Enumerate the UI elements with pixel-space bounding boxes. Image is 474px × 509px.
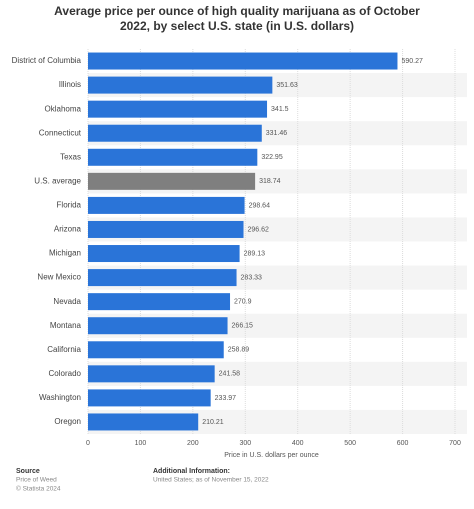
value-label: 266.15 [232,323,254,330]
source-heading: Source [16,468,40,475]
value-label: 341.5 [271,106,289,113]
x-tick-label: 100 [135,440,147,447]
y-tick-label: Arizona [54,225,82,234]
value-label: 298.64 [249,202,271,209]
y-tick-label: New Mexico [37,273,81,282]
bar [88,413,199,431]
chart-title: Average price per ounce of high quality … [54,4,420,33]
y-tick-label: District of Columbia [12,56,82,65]
x-tick-label: 200 [187,440,199,447]
y-tick-label: Oregon [54,417,81,426]
bar [88,341,224,359]
y-tick-label: California [47,345,81,354]
info-heading: Additional Information: [153,468,230,475]
value-label: 241.58 [219,371,241,378]
y-tick-label: Colorado [49,369,82,378]
y-tick-label: Connecticut [39,128,82,137]
value-label: 590.27 [401,58,423,65]
bar [88,365,215,383]
y-tick-label: Michigan [49,249,81,258]
x-tick-label: 300 [239,440,251,447]
bar [88,245,240,263]
y-tick-label: Illinois [59,80,81,89]
y-tick-label: Nevada [53,297,81,306]
bar [88,389,211,407]
value-label: 296.62 [248,226,270,233]
info-line: United States; as of November 15, 2022 [153,477,269,484]
value-label: 289.13 [244,250,266,257]
x-tick-label: 500 [344,440,356,447]
value-label: 318.74 [259,178,281,185]
bar [88,269,237,287]
x-tick-label: 0 [86,440,90,447]
bar [88,76,273,94]
value-label: 322.95 [261,154,283,161]
y-tick-label: Florida [57,201,82,210]
bar [88,100,268,118]
bar [88,148,258,166]
x-tick-label: 700 [449,440,461,447]
y-tick-label: Washington [39,393,81,402]
value-label: 283.33 [241,274,263,281]
y-tick-label: Montana [50,321,82,330]
value-label: 331.46 [266,130,288,137]
y-tick-label: U.S. average [34,176,81,185]
x-tick-label: 600 [397,440,409,447]
bar [88,220,244,238]
value-label: 233.97 [215,395,237,402]
bar [88,124,262,142]
bar [88,172,256,190]
x-axis-title: Price in U.S. dollars per ounce [224,452,319,459]
value-label: 258.89 [228,347,250,354]
bar [88,293,231,311]
bar [88,52,398,70]
source-line: © Statista 2024 [16,485,61,493]
bar [88,196,245,214]
source-line: Price of Weed [16,477,57,484]
x-tick-label: 400 [292,440,304,447]
y-tick-label: Oklahoma [45,104,82,113]
value-label: 270.9 [234,299,252,306]
value-label: 210.21 [202,419,224,426]
value-label: 351.63 [276,82,298,89]
bar [88,317,228,335]
y-tick-label: Texas [60,152,81,161]
